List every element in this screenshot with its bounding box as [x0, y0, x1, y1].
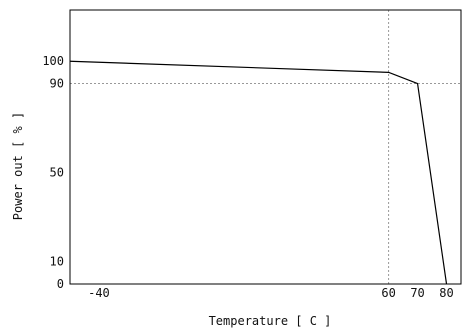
y-axis-label: Power out [ % ]	[11, 112, 25, 220]
y-tick-label: 10	[50, 255, 64, 269]
x-tick-label: 70	[410, 286, 424, 300]
x-axis-label: Temperature [ C ]	[209, 314, 332, 328]
x-tick-label: 60	[381, 286, 395, 300]
y-tick-label: 0	[57, 277, 64, 291]
y-tick-labels: 0 10 50 90 100	[42, 54, 64, 291]
axes	[69, 9, 462, 285]
y-tick-label: 100	[42, 54, 64, 68]
x-tick-label: -40	[88, 286, 110, 300]
plot-frame	[69, 9, 462, 285]
x-tick-label: 80	[439, 286, 453, 300]
series-line-0	[69, 60, 448, 285]
reference-lines	[70, 10, 461, 284]
y-tick-label: 90	[50, 77, 64, 91]
series-layer	[69, 60, 448, 285]
y-tick-label: 50	[50, 166, 64, 180]
x-tick-labels: -40 60 70 80	[88, 286, 454, 300]
